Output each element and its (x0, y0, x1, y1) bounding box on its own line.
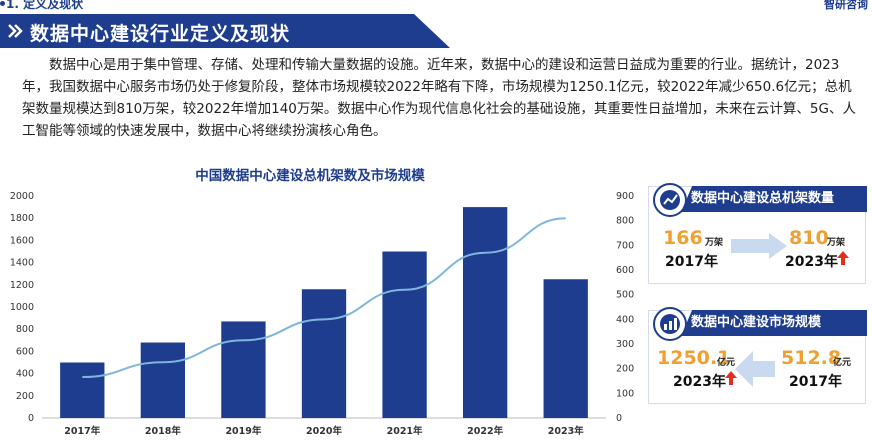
bar (301, 289, 347, 418)
x-tick-label: 2017年 (64, 425, 100, 437)
market-to-value: 512.8 (781, 347, 842, 369)
card-racks-title: 数据中心建设总机架数量 (681, 186, 867, 212)
intro-paragraph: 数据中心是用于集中管理、存储、处理和传输大量数据的设施。近年来，数据中心的建设和… (22, 57, 856, 139)
card-market: 数据中心建设市场规模 1250.1 亿元 2023年 512.8 亿元 2017… (648, 307, 867, 404)
section-dot (0, 1, 5, 6)
y-right-tick-label: 700 (616, 240, 634, 251)
combo-chart: 0 200 400 600 800 1000 1200 1400 1600 1800 2000 0 10… (10, 191, 634, 437)
racks-from-unit: 万架 (705, 238, 724, 248)
top-strip: 1. 定义及现状 智研咨询 (0, 0, 872, 12)
x-tick-label: 2020年 (306, 425, 342, 437)
y-left-tick-label: 400 (16, 369, 34, 380)
y-left-tick-label: 1600 (10, 235, 34, 246)
y-right-tick-label: 500 (616, 290, 634, 301)
arrow-right-icon (731, 233, 787, 259)
x-tick-label: 2021年 (387, 425, 423, 437)
logo: 智研咨询 (824, 0, 868, 11)
chevron-right-icon (8, 24, 23, 38)
y-right-tick-label: 400 (616, 314, 634, 325)
y-right-tick-label: 600 (616, 265, 634, 276)
y-left-tick-label: 600 (16, 346, 34, 357)
market-to-year: 2017年 (789, 374, 842, 390)
racks-from-year: 2017年 (665, 254, 718, 270)
y-left-tick-label: 1400 (10, 258, 34, 269)
racks-to-unit: 万架 (827, 238, 846, 248)
y-right-tick-label: 200 (616, 364, 634, 375)
y-left-tick-label: 2000 (10, 191, 34, 202)
x-tick-label: 2019年 (225, 425, 261, 437)
y-left-tick-label: 800 (16, 324, 34, 335)
market-from-value: 1250.1 (657, 347, 731, 369)
bar (543, 279, 588, 418)
racks-to-value: 810 (789, 227, 829, 249)
market-from-year: 2023年 (673, 374, 726, 390)
card-racks: 数据中心建设总机架数量 166 万架 2017年 810 万架 2023年 (648, 183, 867, 284)
y-right-tick-label: 100 (616, 388, 634, 399)
y-left-tick-label: 200 (16, 391, 34, 402)
y-left-tick-label: 0 (28, 413, 34, 424)
market-to-unit: 亿元 (833, 358, 852, 368)
x-tick-label: 2018年 (145, 425, 181, 437)
y-right-tick-label: 300 (616, 339, 634, 350)
bar (221, 321, 266, 418)
arrow-up-icon (837, 251, 849, 265)
y-left-tick-label: 1000 (10, 302, 34, 313)
racks-to-year: 2023年 (785, 254, 838, 270)
racks-from-value: 166 (663, 227, 703, 249)
bar (462, 207, 508, 418)
section-label: 1. 定义及现状 (6, 0, 84, 11)
y-right-tick-label: 800 (616, 216, 634, 227)
market-from-unit: 亿元 (717, 358, 736, 368)
page-title: 数据中心建设行业定义及现状 (30, 23, 291, 45)
arrow-left-icon (735, 351, 775, 387)
title-bar: 数据中心建设行业定义及现状 (0, 14, 450, 48)
bar (382, 251, 427, 418)
series-line (82, 217, 566, 379)
y-left-tick-label: 1800 (10, 213, 34, 224)
y-right-tick-label: 0 (616, 413, 622, 424)
x-tick-label: 2023年 (548, 425, 584, 437)
y-left-tick-label: 1200 (10, 280, 34, 291)
bar (140, 342, 186, 418)
arrow-up-icon (725, 371, 737, 385)
y-right-tick-label: 900 (616, 191, 634, 202)
bar (60, 362, 105, 418)
x-tick-label: 2022年 (467, 425, 503, 437)
chart-title: 中国数据中心建设总机架数及市场规模 (195, 168, 425, 184)
card-market-title: 数据中心建设市场规模 (681, 310, 867, 336)
